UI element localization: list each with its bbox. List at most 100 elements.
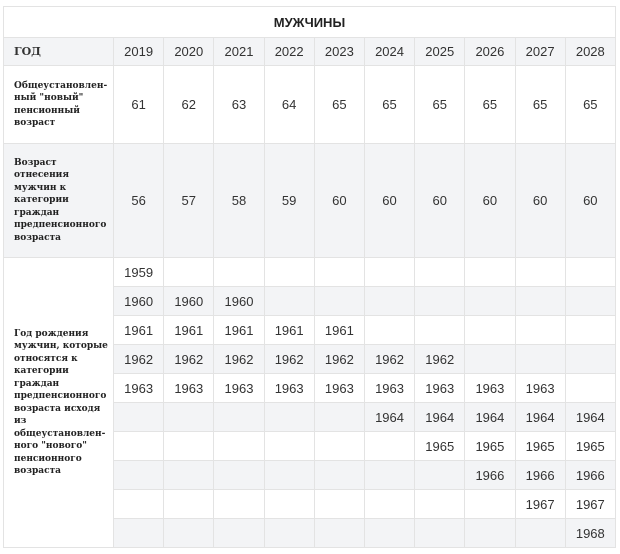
birth-year-cell: 1960	[213, 286, 265, 316]
birth-year-cell: 1962	[213, 344, 265, 374]
retirement-age-cell: 65	[363, 65, 416, 144]
birth-year-cell	[514, 257, 566, 287]
birth-year-cell	[263, 402, 315, 432]
birth-year-cell	[464, 257, 516, 287]
birth-year-cell: 1961	[313, 315, 365, 345]
retirement-age-cell: 65	[564, 65, 616, 144]
retirement-age-cell: 62	[163, 65, 215, 144]
birth-year-row: Год рождения мужчин, которые относятся к…	[3, 257, 616, 548]
birth-year-cell: 1962	[313, 344, 365, 374]
birth-year-cell	[464, 518, 516, 548]
birth-year-cell	[163, 257, 215, 287]
birth-year-cell: 1963	[163, 373, 215, 403]
year-header-row: ГОД 2019 2020 2021 2022 2023 2024 2025 2…	[3, 37, 616, 66]
birth-year-cell	[263, 257, 315, 287]
birth-year-cell	[313, 431, 365, 461]
birth-year-cell: 1960	[163, 286, 215, 316]
birth-year-cell: 1967	[564, 489, 616, 519]
birth-year-cell	[363, 518, 416, 548]
birth-years-label: Год рождения мужчин, которые относятся к…	[3, 257, 114, 548]
birth-year-cell	[313, 257, 365, 287]
birth-year-cell: 1965	[414, 431, 466, 461]
birth-year-cell	[213, 518, 265, 548]
birth-year-cell	[514, 315, 566, 345]
retirement-age-cell: 65	[313, 65, 365, 144]
birth-year-cell: 1962	[263, 344, 315, 374]
birth-year-cell: 1961	[112, 315, 165, 345]
birth-year-cell	[112, 489, 165, 519]
retirement-age-cell: 61	[112, 65, 165, 144]
prepension-age-cell: 59	[263, 143, 315, 258]
birth-year-cell: 1964	[363, 402, 416, 432]
birth-year-cell	[163, 460, 215, 490]
birth-year-cell	[464, 286, 516, 316]
birth-year-cell	[112, 460, 165, 490]
birth-year-cell: 1967	[514, 489, 566, 519]
birth-year-cell	[414, 315, 466, 345]
birth-year-cell: 1962	[414, 344, 466, 374]
birth-year-cell: 1966	[514, 460, 566, 490]
birth-year-cell	[564, 344, 616, 374]
retirement-age-cell: 64	[263, 65, 315, 144]
birth-year-cell	[112, 518, 165, 548]
birth-year-cell	[363, 286, 416, 316]
birth-year-cell	[414, 489, 466, 519]
year-cell: 2020	[163, 37, 215, 66]
birth-year-cell: 1966	[464, 460, 516, 490]
year-header-label: ГОД	[3, 37, 114, 66]
birth-year-cell	[213, 489, 265, 519]
birth-year-cell: 1962	[112, 344, 165, 374]
birth-year-cell	[263, 431, 315, 461]
birth-year-cell	[464, 315, 516, 345]
birth-year-row: 1960 1960 1960	[3, 286, 616, 316]
birth-year-cell	[514, 518, 566, 548]
prepension-age-cell: 57	[163, 143, 215, 258]
birth-year-cell: 1964	[464, 402, 516, 432]
year-cell: 2026	[464, 37, 516, 66]
prepension-age-label: Возраст отнесения мужчин к категории гра…	[3, 143, 114, 258]
birth-year-row: 1962 1962 1962 1962 1962 1962 1962	[3, 344, 616, 374]
birth-year-cell	[213, 431, 265, 461]
prepension-age-row: Возраст отнесения мужчин к категории гра…	[3, 143, 616, 258]
year-cell: 2027	[514, 37, 566, 66]
birth-year-cell	[564, 315, 616, 345]
birth-year-cell: 1963	[514, 373, 566, 403]
birth-year-cell	[363, 257, 416, 287]
birth-year-cell	[363, 489, 416, 519]
prepension-age-cell: 60	[414, 143, 466, 258]
birth-year-cell: 1965	[514, 431, 566, 461]
birth-year-cell	[263, 460, 315, 490]
birth-year-cell: 1966	[564, 460, 616, 490]
birth-year-cell	[112, 402, 165, 432]
birth-year-cell: 1962	[363, 344, 416, 374]
retirement-age-cell: 65	[464, 65, 516, 144]
birth-year-cell: 1963	[112, 373, 165, 403]
birth-year-cell	[213, 257, 265, 287]
birth-year-cell: 1963	[414, 373, 466, 403]
birth-year-cell: 1963	[313, 373, 365, 403]
birth-year-cell	[313, 286, 365, 316]
birth-year-cell	[163, 431, 215, 461]
birth-years-body: Год рождения мужчин, которые относятся к…	[3, 257, 616, 548]
year-cell: 2021	[213, 37, 265, 66]
prepension-age-cell: 58	[213, 143, 265, 258]
birth-year-cell	[464, 489, 516, 519]
year-cell: 2028	[564, 37, 616, 66]
birth-year-cell: 1960	[112, 286, 165, 316]
prepension-age-cell: 60	[514, 143, 566, 258]
prepension-age-cell: 60	[464, 143, 516, 258]
prepension-age-cell: 60	[363, 143, 416, 258]
birth-year-cell	[163, 518, 215, 548]
birth-year-cell: 1962	[163, 344, 215, 374]
birth-year-cell	[112, 431, 165, 461]
birth-year-cell: 1963	[363, 373, 416, 403]
birth-year-cell	[414, 286, 466, 316]
birth-year-cell	[313, 489, 365, 519]
birth-year-cell	[363, 460, 416, 490]
birth-year-cell: 1964	[414, 402, 466, 432]
year-cell: 2023	[313, 37, 365, 66]
birth-year-cell: 1965	[564, 431, 616, 461]
pension-age-table: МУЖЧИНЫ ГОД 2019 2020 2021 2022 2023 202…	[3, 6, 616, 548]
birth-year-cell: 1965	[464, 431, 516, 461]
year-cell: 2019	[112, 37, 165, 66]
